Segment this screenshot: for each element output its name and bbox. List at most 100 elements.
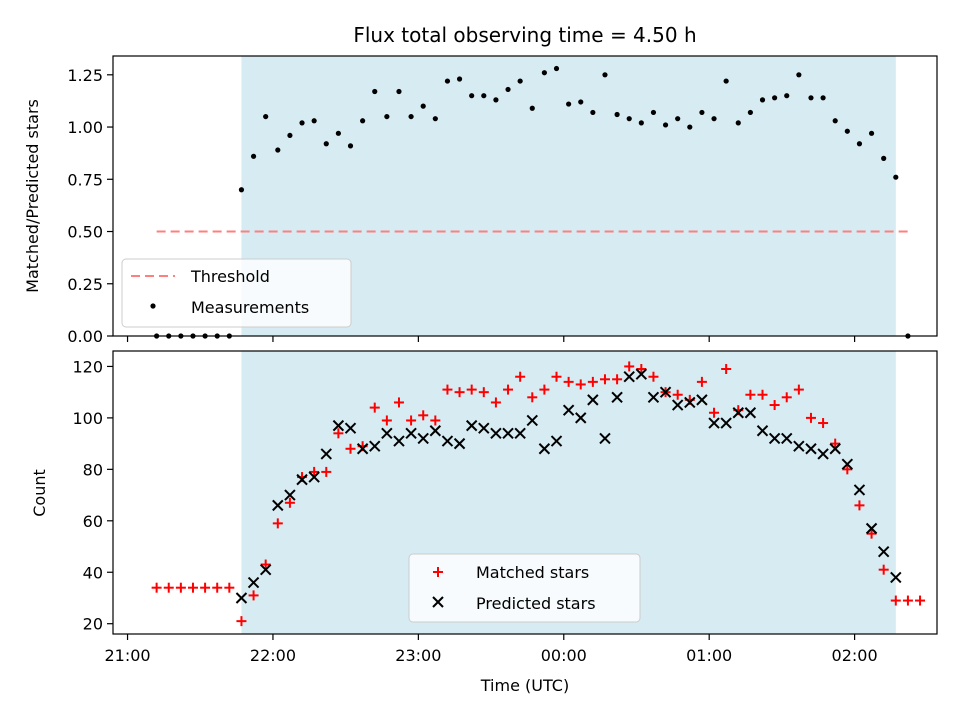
matched-star-point	[248, 590, 259, 601]
matched-star-point	[503, 384, 514, 395]
measurement-point	[396, 88, 402, 95]
predicted-star-point	[817, 448, 829, 460]
predicted-star-point	[720, 417, 732, 429]
measurement-point	[517, 78, 523, 84]
matched-star-point	[648, 371, 659, 382]
predicted-star-point	[284, 489, 296, 501]
measurement-point	[856, 141, 863, 147]
matched-star-point	[769, 400, 780, 411]
matched-star-point	[430, 415, 441, 426]
predicted-star-point	[611, 391, 623, 404]
bottom-legend-box	[408, 553, 641, 623]
predicted-star-point	[781, 432, 793, 445]
measurement-point	[747, 109, 753, 116]
matched-star-point	[478, 387, 489, 398]
measurement-point	[844, 128, 850, 134]
matched-star-point	[781, 392, 792, 403]
measurement-point	[626, 116, 632, 122]
predicted-star-point	[623, 371, 635, 383]
predicted-star-point	[599, 432, 611, 445]
matched-star-point	[406, 415, 417, 426]
predicted-star-point	[659, 386, 672, 398]
matched-star-point	[345, 443, 356, 454]
legend-predicted-marker	[432, 596, 444, 608]
x-axis-label: Time (UTC)	[480, 676, 569, 695]
measurement-point	[263, 113, 269, 120]
y-tick-label: 40	[83, 563, 103, 582]
matched-star-point	[842, 464, 853, 475]
measurement-point	[832, 118, 838, 124]
measurement-point	[335, 130, 341, 136]
predicted-star-point	[696, 394, 708, 406]
predicted-star-point	[417, 432, 429, 445]
matched-star-point	[309, 466, 320, 477]
predicted-star-point	[647, 391, 660, 404]
matched-star-point	[563, 376, 574, 387]
predicted-star-point	[671, 399, 684, 411]
predicted-star-point	[575, 412, 587, 424]
predicted-star-point	[272, 499, 284, 512]
predicted-star-point	[393, 435, 405, 447]
measurement-point	[868, 130, 875, 136]
matched-star-point	[745, 389, 756, 400]
top-legend-box	[121, 258, 352, 328]
measurement-point	[772, 95, 778, 101]
measurement-point	[444, 78, 451, 84]
measurement-point	[662, 122, 669, 128]
predicted-star-point	[708, 417, 720, 429]
measurement-point	[735, 120, 741, 126]
chart-title: Flux total observing time = 4.50 h	[353, 23, 696, 47]
y-tick-label: 0.50	[67, 223, 103, 242]
predicted-star-point	[369, 440, 381, 452]
y-tick-label: 0.25	[67, 275, 103, 294]
predicted-star-point	[332, 419, 345, 432]
predicted-star-point	[793, 440, 805, 452]
matched-star-point	[260, 559, 271, 570]
y-tick-label: 0.00	[67, 327, 103, 346]
measurement-point	[759, 97, 766, 103]
predicted-star-point	[841, 458, 854, 470]
matched-star-point	[890, 595, 901, 606]
predicted-star-point	[356, 443, 369, 455]
matched-star-point	[272, 518, 283, 529]
matched-star-point	[381, 415, 392, 426]
star-count-points	[151, 361, 926, 627]
matched-star-point	[854, 500, 865, 511]
predicted-star-point	[320, 448, 332, 460]
measurement-point	[238, 187, 245, 193]
y-tick-label: 80	[83, 460, 103, 479]
matched-star-point	[866, 528, 877, 539]
x-tick-label: 00:00	[541, 646, 587, 665]
matched-star-point	[672, 389, 683, 400]
matched-star-point	[696, 376, 707, 387]
matched-star-point	[175, 582, 186, 593]
predicted-star-point	[526, 414, 538, 427]
predicted-star-point	[635, 368, 648, 380]
x-tick-label: 23:00	[395, 646, 441, 665]
matched-star-point	[709, 407, 720, 418]
measurement-point	[711, 116, 717, 122]
predicted-star-point	[405, 427, 417, 440]
matched-star-point	[612, 374, 623, 385]
y-tick-label: 1.00	[67, 118, 103, 137]
matched-star-point	[333, 428, 344, 439]
matched-star-point	[575, 379, 586, 390]
measurement-point	[650, 109, 657, 116]
star-count-panel: 20 40 60 80 100 120 21:00 22:00 23:00 00:00 01:00…	[30, 350, 938, 695]
top-legend: Threshold Measurements	[121, 258, 352, 328]
predicted-star-point	[381, 427, 393, 440]
measurement-point	[481, 93, 487, 99]
predicted-star-point	[744, 407, 757, 419]
measurement-point	[675, 116, 681, 122]
predicted-star-point	[247, 576, 260, 589]
matched-star-point	[236, 616, 247, 627]
measurement-point	[529, 105, 535, 111]
measurement-point	[723, 78, 729, 84]
measurement-point	[323, 141, 329, 147]
predicted-star-point	[259, 563, 272, 576]
measurement-point	[820, 95, 826, 101]
matched-star-point	[878, 564, 889, 575]
predicted-star-point	[550, 435, 563, 447]
matched-star-point	[200, 582, 211, 593]
